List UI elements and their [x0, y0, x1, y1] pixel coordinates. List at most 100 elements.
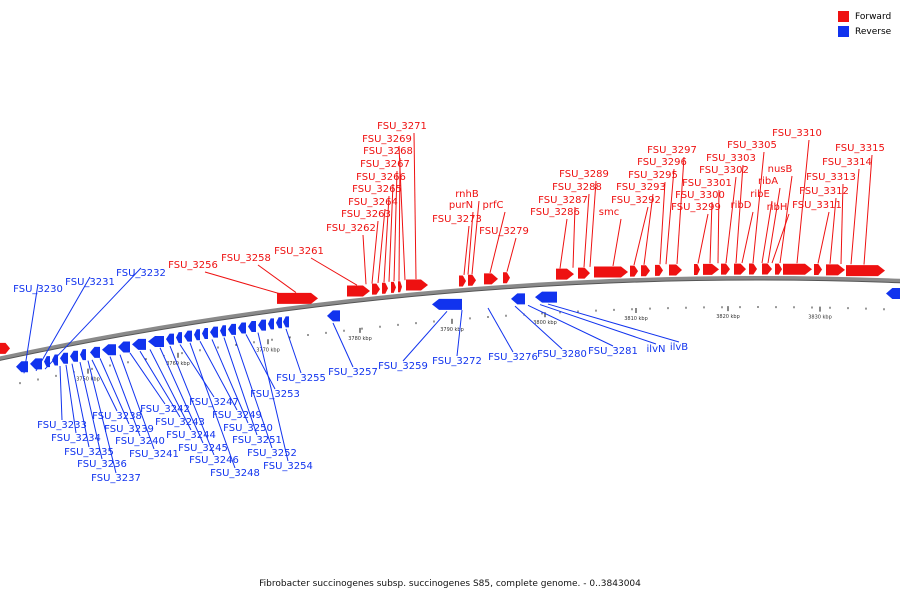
- forward-gene-17: [655, 264, 663, 276]
- reverse-gene-label: FSU_3244: [166, 430, 216, 441]
- forward-leader-line: [612, 218, 622, 266]
- forward-gene-label: FSU_3315: [835, 143, 885, 154]
- forward-gene-label: ribE: [750, 189, 770, 200]
- reverse-gene-20: [238, 322, 246, 334]
- forward-gene-label: FSU_3313: [806, 172, 856, 183]
- forward-gene-label: nusB: [768, 164, 793, 175]
- forward-leader-line: [779, 175, 793, 264]
- reverse-gene-label: FSU_3251: [232, 435, 282, 446]
- forward-gene-10: [484, 273, 498, 285]
- forward-gene-label: FSU_3312: [799, 186, 849, 197]
- forward-gene-9: [468, 274, 476, 286]
- reverse-leader-line: [129, 352, 166, 405]
- reverse-leader-line: [71, 363, 90, 448]
- forward-leader-line: [741, 211, 754, 264]
- forward-leader-line: [572, 206, 576, 268]
- reverse-gene-29: [535, 291, 557, 303]
- forward-gene-22: [734, 263, 746, 275]
- reverse-gene-16: [202, 327, 208, 339]
- reverse-gene-label: FSU_3281: [588, 346, 638, 357]
- genome-backbone-shadow: [0, 279, 900, 361]
- reverse-gene-18: [220, 325, 226, 337]
- forward-leader-line: [850, 168, 860, 265]
- forward-gene-label: purN: [449, 200, 473, 211]
- forward-leader-line: [771, 213, 790, 264]
- forward-leader-line: [863, 154, 873, 265]
- reverse-leader-line: [189, 342, 236, 469]
- ruler-label: 3810 kbp: [624, 316, 648, 322]
- forward-gene-label: FSU_3296: [637, 157, 687, 168]
- reverse-leader-line: [35, 276, 91, 372]
- forward-leader-line: [676, 156, 685, 264]
- forward-gene-label: FSU_3279: [479, 226, 529, 237]
- forward-gene-2: [347, 285, 370, 297]
- reverse-gene-label: FSU_3239: [104, 424, 154, 435]
- forward-gene-label: smc: [599, 207, 619, 218]
- forward-gene-label: FSU_3301: [682, 178, 732, 189]
- forward-gene-label: FSU_3289: [559, 169, 609, 180]
- legend-forward-label: Forward: [855, 11, 892, 22]
- reverse-leader-line: [109, 356, 141, 437]
- reverse-leader-line: [119, 354, 155, 450]
- reverse-gene-label: FSU_3238: [92, 411, 142, 422]
- forward-leader-line: [717, 189, 720, 264]
- reverse-gene-label: FSU_3248: [210, 468, 260, 479]
- forward-gene-label: FSU_3295: [628, 170, 678, 181]
- forward-leader-line: [257, 264, 297, 293]
- reverse-gene-0: [16, 361, 28, 373]
- reverse-leader-line: [456, 310, 463, 357]
- reverse-gene-label: ilvN: [647, 344, 666, 355]
- reverse-gene-label: FSU_3243: [155, 417, 205, 428]
- forward-gene-label: FSU_3287: [538, 195, 588, 206]
- forward-leader-line: [665, 168, 675, 265]
- reverse-gene-label: FSU_3249: [212, 410, 262, 421]
- reverse-gene-22: [258, 319, 266, 331]
- reverse-leader-line: [65, 364, 77, 434]
- reverse-gene-8: [102, 344, 116, 356]
- forward-gene-4: [382, 282, 388, 294]
- forward-leader-line: [204, 271, 283, 295]
- reverse-gene-label: FSU_3253: [250, 389, 300, 400]
- forward-gene-0: [0, 342, 10, 354]
- forward-gene-label: FSU_3303: [706, 153, 756, 164]
- reverse-gene-label: FSU_3254: [263, 461, 313, 472]
- forward-leader-line: [489, 211, 506, 274]
- reverse-gene-14: [184, 330, 192, 342]
- forward-leader-line: [467, 211, 474, 275]
- forward-gene-label: FSU_3267: [360, 159, 410, 170]
- reverse-gene-label: FSU_3242: [140, 404, 190, 415]
- reverse-leader-line: [332, 322, 354, 368]
- reverse-gene-label: FSU_3250: [223, 423, 273, 434]
- forward-gene-8: [459, 275, 466, 287]
- reverse-leader-line: [23, 283, 39, 374]
- forward-swatch-icon: [838, 11, 849, 22]
- ruler-label: 3770 kbp: [256, 347, 280, 353]
- forward-gene-label: FSU_3268: [363, 146, 413, 157]
- forward-gene-label: rnhB: [455, 189, 479, 200]
- reverse-gene-10: [132, 338, 146, 350]
- reverse-gene-label: FSU_3237: [91, 473, 141, 484]
- reverse-gene-label: FSU_3257: [328, 367, 378, 378]
- reverse-gene-12: [166, 333, 174, 345]
- forward-gene-13: [578, 267, 590, 279]
- reverse-gene-28: [511, 293, 525, 305]
- forward-gene-14: [594, 266, 628, 278]
- forward-leader-line: [362, 234, 367, 285]
- reverse-gene-24: [276, 317, 282, 329]
- reverse-gene-label: FSU_3252: [247, 448, 297, 459]
- forward-gene-label: ribA: [758, 176, 778, 187]
- reverse-gene-25: [283, 316, 289, 328]
- reverse-gene-11: [148, 335, 164, 347]
- forward-gene-19: [694, 264, 700, 276]
- forward-gene-6: [398, 281, 402, 293]
- forward-gene-18: [669, 264, 682, 276]
- forward-gene-24: [762, 263, 772, 275]
- forward-leader-line: [583, 193, 590, 268]
- reverse-gene-label: FSU_3233: [37, 420, 87, 431]
- reverse-gene-17: [210, 326, 218, 338]
- forward-gene-label: FSU_3297: [647, 145, 697, 156]
- forward-gene-label: ribD: [731, 200, 752, 211]
- reverse-swatch-icon: [838, 26, 849, 37]
- forward-gene-label: FSU_3271: [377, 121, 427, 132]
